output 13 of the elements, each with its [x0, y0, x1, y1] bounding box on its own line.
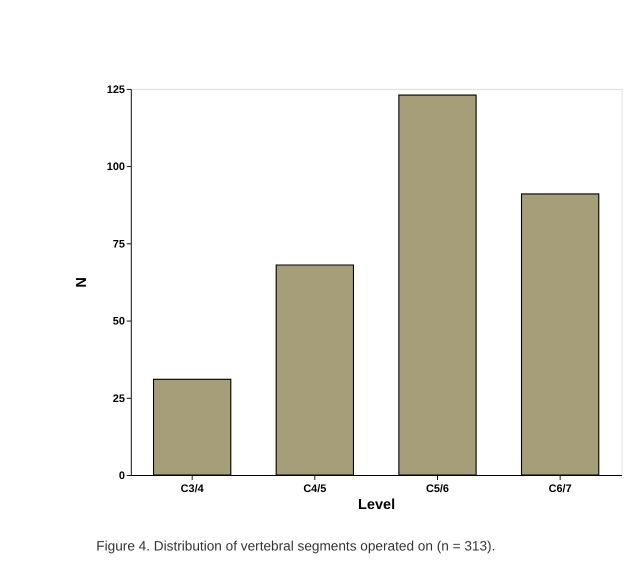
x-tick-label: C3/4: [180, 482, 204, 495]
y-axis-title: N: [74, 277, 90, 288]
y-tick-label: 100: [106, 161, 125, 174]
y-tick-label: 125: [106, 84, 125, 96]
y-tick-label: 0: [118, 470, 125, 482]
x-tick-label: C5/6: [426, 482, 449, 495]
x-tick-label: C6/7: [548, 482, 572, 495]
caption: Figure 4. Distribution of vertebral segments operated on (n = 313).: [96, 538, 496, 554]
y-tick-label: 50: [112, 316, 125, 328]
y-tick-label: 25: [112, 392, 125, 405]
x-axis-title: Level: [358, 497, 396, 514]
x-tick-label: C4/5: [303, 482, 326, 495]
y-tick-label: 75: [112, 238, 125, 250]
